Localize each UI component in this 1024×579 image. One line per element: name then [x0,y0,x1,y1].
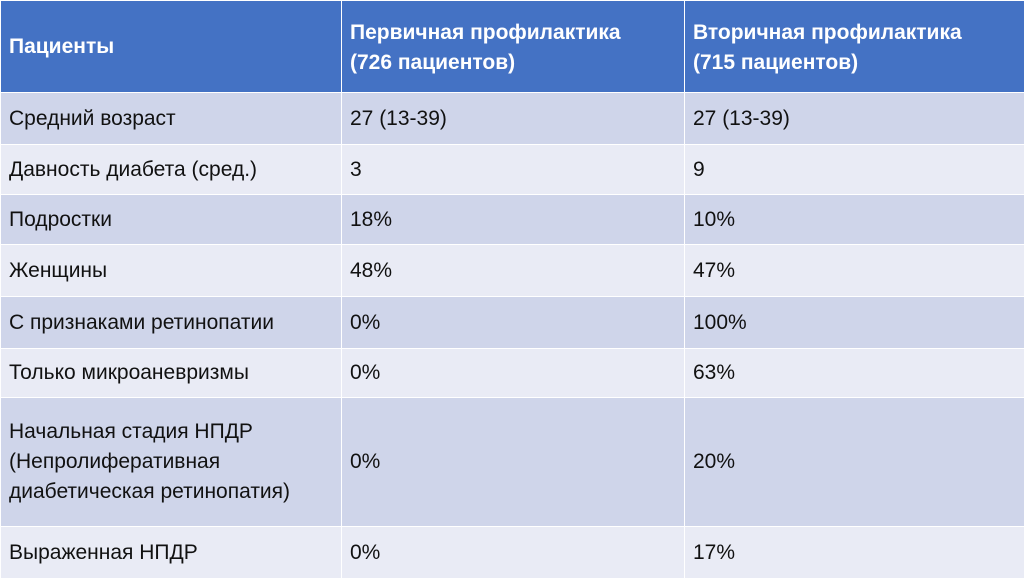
row-label: Подростки [1,195,342,245]
row-label: Только микроаневризмы [1,349,342,398]
header-primary-line2: (726 пациентов) [350,51,515,74]
row-label-line2: (Непролиферативная [9,450,220,473]
primary-value: 27 (13-39) [342,93,685,145]
table-row-retinopathy-signs: С признаками ретинопатии 0% 100% [1,297,1024,349]
table-row-severe-npdr: Выраженная НПДР 0% 17% [1,527,1024,579]
header-secondary-line2: (715 пациентов) [693,51,858,74]
table-row-women: Женщины 48% 47% [1,245,1024,297]
primary-value: 3 [342,145,685,195]
primary-value: 0% [342,349,685,398]
primary-value: 0% [342,527,685,579]
primary-value: 48% [342,245,685,297]
row-label: Выраженная НПДР [1,527,342,579]
header-secondary-line1: Вторичная профилактика [693,21,962,44]
secondary-value: 63% [685,349,1024,398]
row-label: С признаками ретинопатии [1,297,342,349]
header-secondary-prevention: Вторичная профилактика (715 пациентов) [685,1,1024,93]
primary-value: 0% [342,398,685,527]
secondary-value: 100% [685,297,1024,349]
primary-value: 0% [342,297,685,349]
row-label-line1: Начальная стадия НПДР [9,420,253,443]
primary-value: 18% [342,195,685,245]
table-row-mean-age: Средний возраст 27 (13-39) 27 (13-39) [1,93,1024,145]
header-primary-line1: Первичная профилактика [350,21,621,44]
header-patients: Пациенты [1,1,342,93]
header-patients-text: Пациенты [9,35,114,58]
row-label: Женщины [1,245,342,297]
table-header: Пациенты Первичная профилактика (726 пац… [1,1,1024,93]
row-label: Начальная стадия НПДР (Непролиферативная… [1,398,342,527]
secondary-value: 17% [685,527,1024,579]
table-row-initial-npdr: Начальная стадия НПДР (Непролиферативная… [1,398,1024,527]
table-body: Средний возраст 27 (13-39) 27 (13-39) Да… [1,93,1024,579]
row-label: Давность диабета (сред.) [1,145,342,195]
row-label-line3: диабетическая ретинопатия) [9,480,290,503]
table-row-microaneurysms: Только микроаневризмы 0% 63% [1,349,1024,398]
secondary-value: 20% [685,398,1024,527]
header-row: Пациенты Первичная профилактика (726 пац… [1,1,1024,93]
secondary-value: 47% [685,245,1024,297]
secondary-value: 27 (13-39) [685,93,1024,145]
header-primary-prevention: Первичная профилактика (726 пациентов) [342,1,685,93]
secondary-value: 9 [685,145,1024,195]
table-row-diabetes-duration: Давность диабета (сред.) 3 9 [1,145,1024,195]
secondary-value: 10% [685,195,1024,245]
row-label: Средний возраст [1,93,342,145]
table-row-adolescents: Подростки 18% 10% [1,195,1024,245]
